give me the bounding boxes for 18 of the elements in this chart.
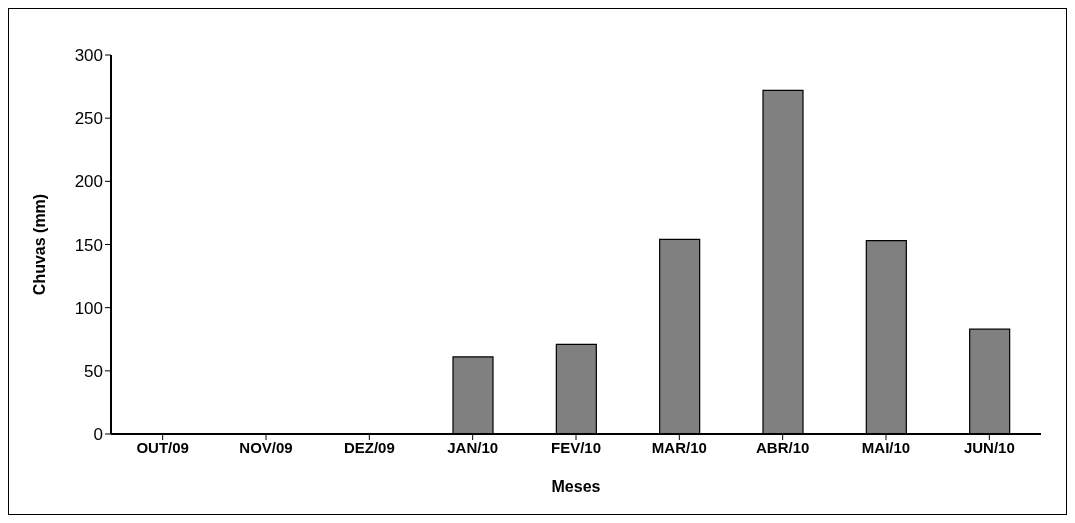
x-axis-title: Meses [551,478,601,495]
y-tick-label: 300 [74,46,103,66]
x-tick-label: JUN/10 [963,438,1015,456]
x-tick-label: ABR/10 [755,438,810,456]
x-tick-label: MAR/10 [651,438,707,456]
x-tick-label: NOV/09 [239,438,293,456]
y-tick-label: 200 [74,172,103,192]
y-tick-label: 250 [74,109,103,129]
y-tick-label: 100 [74,298,103,318]
y-axis-title: Chuvas (mm) [30,193,48,296]
x-tick-label: FEV/10 [550,438,602,456]
x-tick-label: DEZ/09 [343,438,395,456]
y-tick-label: 0 [93,425,103,445]
x-tick-label: MAI/10 [861,438,911,456]
y-tick-label: 150 [74,235,103,255]
x-tick-label: OUT/09 [136,438,189,456]
y-tick-label: 50 [84,361,103,381]
x-tick-label: JAN/10 [447,438,499,456]
